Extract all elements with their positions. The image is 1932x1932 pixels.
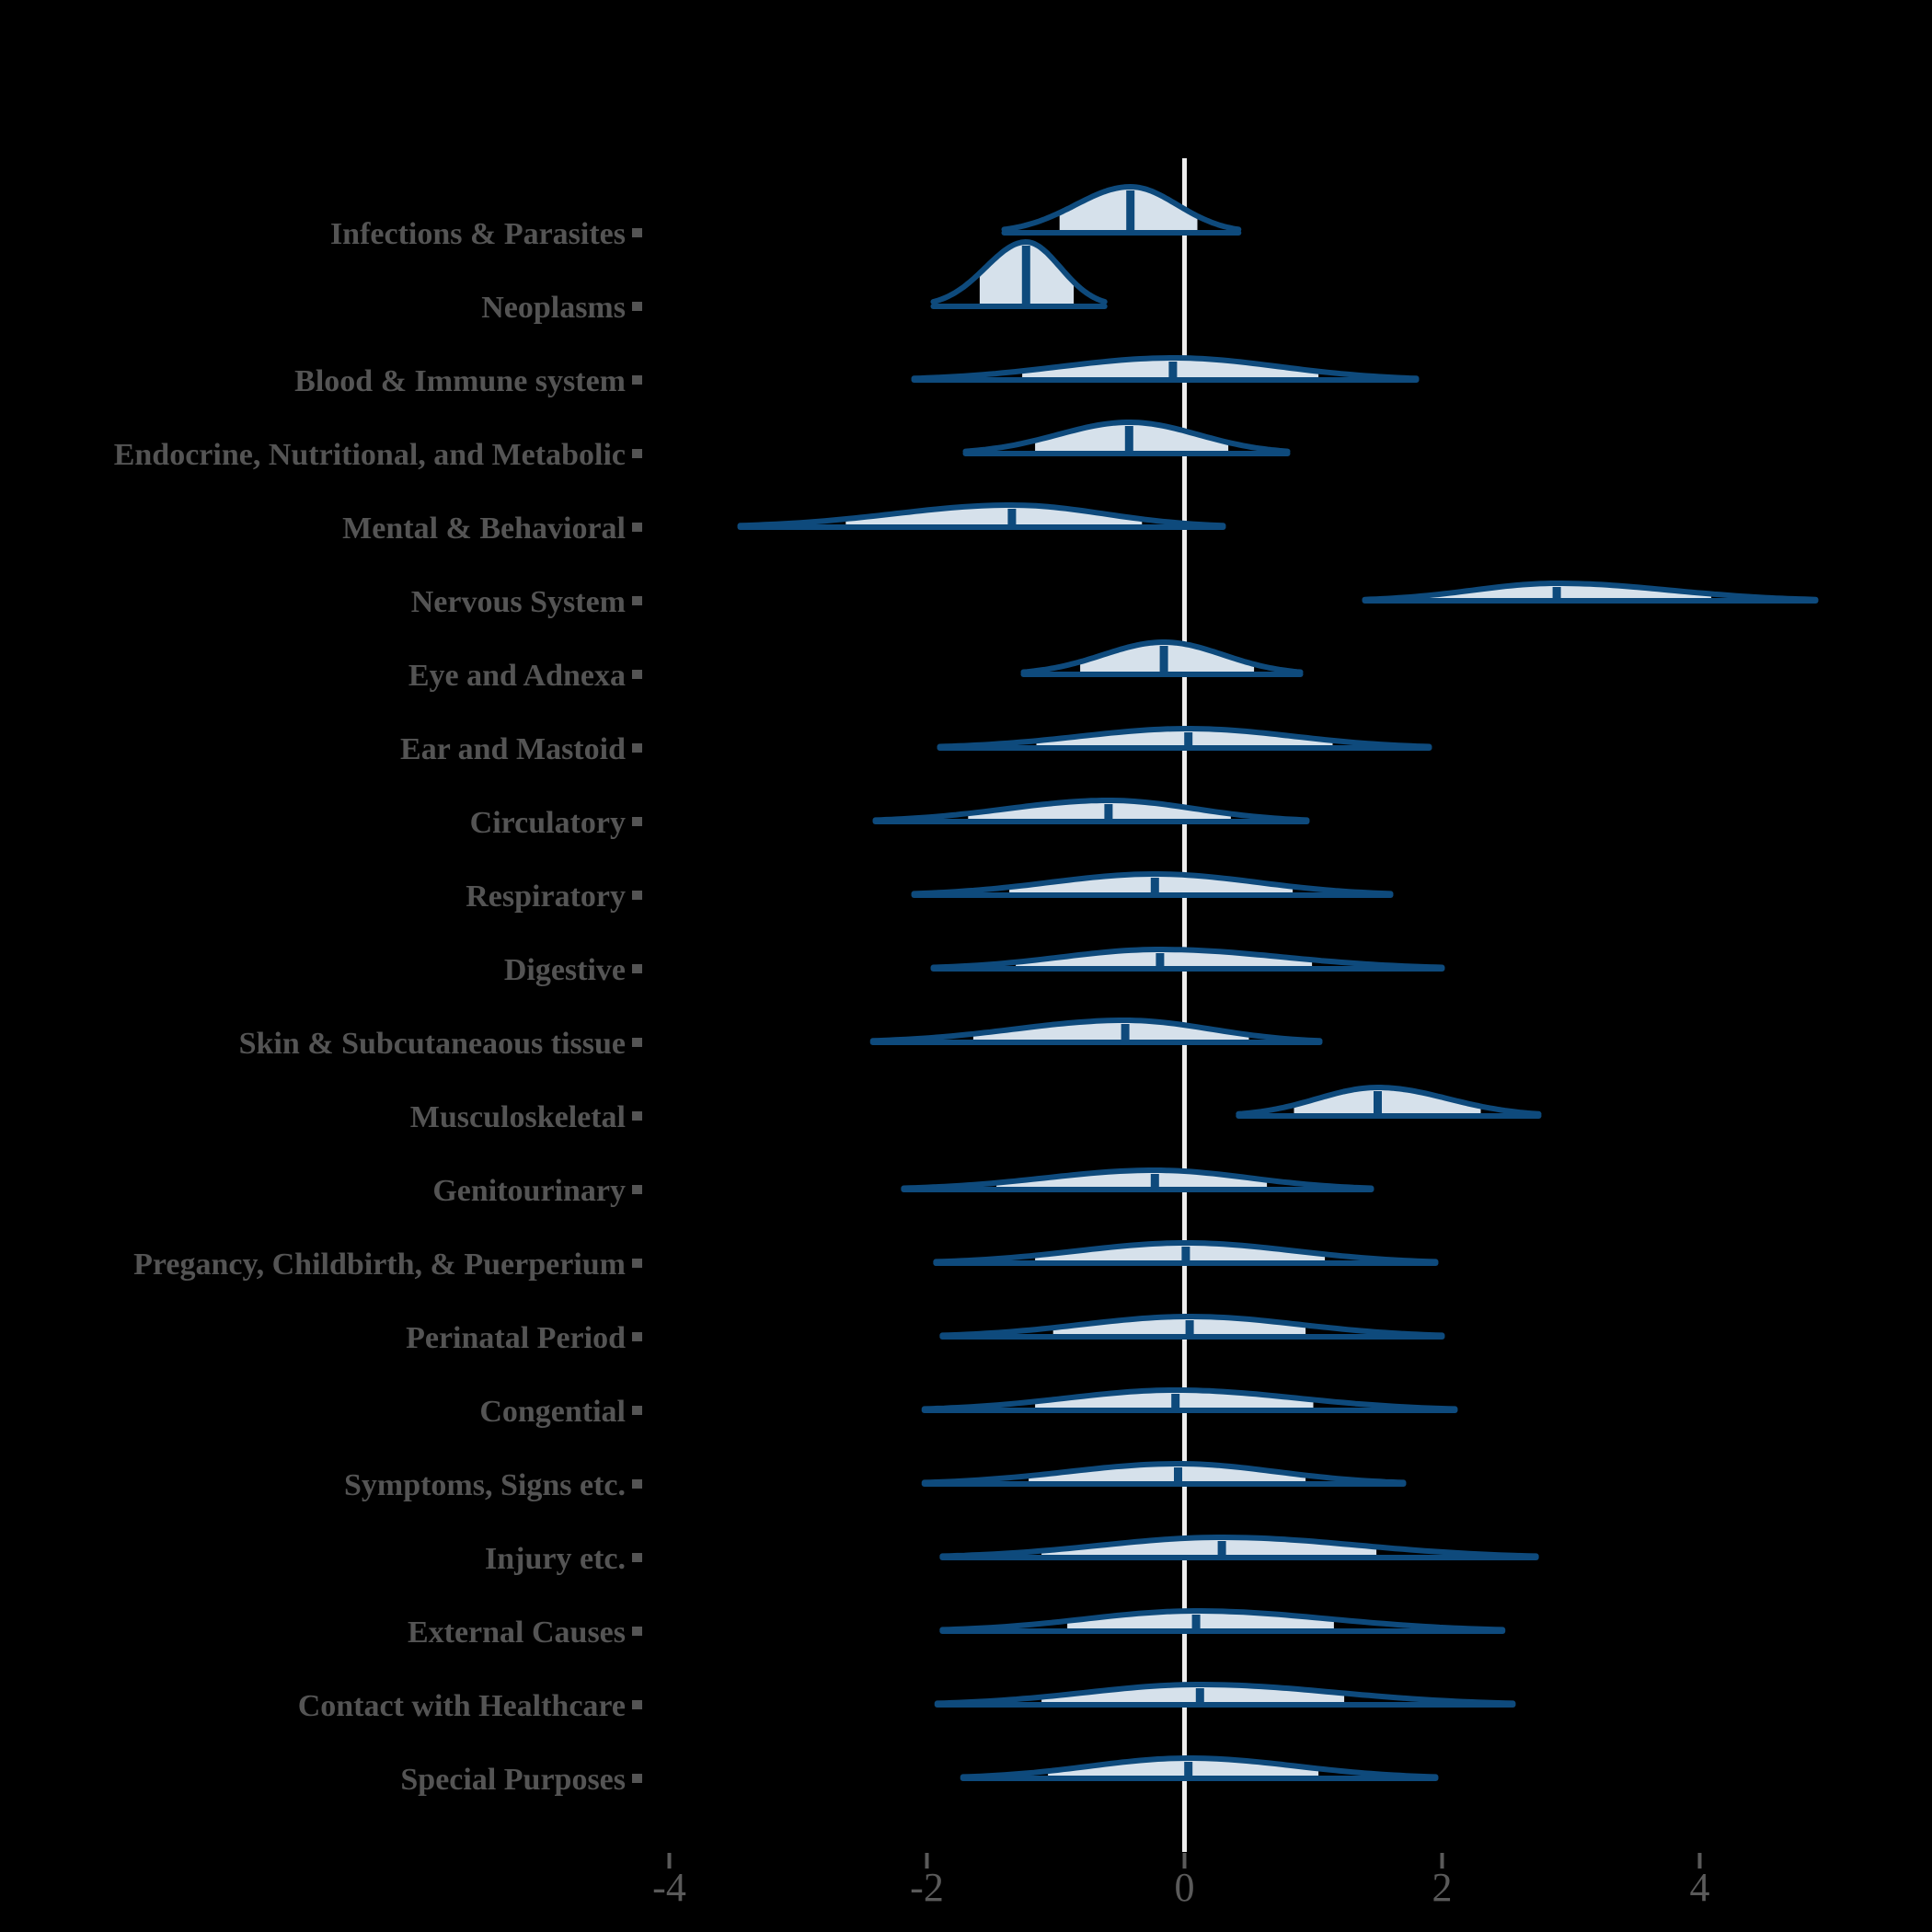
density-outline <box>930 947 1445 971</box>
zero-reference-line <box>1182 158 1187 1852</box>
x-axis-tick-label: 4 <box>1690 1865 1710 1910</box>
category-tick-square <box>632 1627 642 1636</box>
category-tick-square <box>632 1332 642 1341</box>
category-label: Ear and Mastoid <box>400 732 626 766</box>
category-label: Congential <box>479 1395 626 1429</box>
violin-row: Injury etc. <box>485 1535 1539 1576</box>
category-tick-square <box>632 1111 642 1121</box>
x-axis-tick-label: -2 <box>910 1865 944 1910</box>
violin-row: Digestive <box>504 947 1445 987</box>
density-outline <box>939 1608 1506 1633</box>
category-label: Contact with Healthcare <box>298 1689 626 1723</box>
density-outline <box>1020 639 1304 675</box>
category-tick-square <box>632 1406 642 1415</box>
category-label: Endocrine, Nutritional, and Metabolic <box>114 438 626 472</box>
violin-row: Skin & Subcutaneaous tissue <box>239 1018 1323 1061</box>
density-outline <box>872 798 1310 823</box>
violin-row: Eye and Adnexa <box>408 639 1304 693</box>
density-outline <box>921 1387 1458 1412</box>
category-tick-square <box>632 1774 642 1783</box>
category-tick-square <box>632 964 642 973</box>
category-label: Perinatal Period <box>406 1321 626 1355</box>
category-tick-square <box>632 1553 642 1562</box>
x-axis-tick-label: 2 <box>1432 1865 1453 1910</box>
category-label: External Causes <box>408 1616 626 1650</box>
category-label: Digestive <box>504 953 626 987</box>
density-outline <box>1236 1085 1542 1117</box>
category-tick-square <box>632 743 642 753</box>
violin-row: Ear and Mastoid <box>400 726 1432 766</box>
density-outline <box>921 1461 1407 1486</box>
category-tick-square <box>632 1700 642 1709</box>
category-label: Injury etc. <box>485 1542 626 1576</box>
density-outline <box>737 502 1226 529</box>
category-label: Musculoskeletal <box>410 1100 626 1134</box>
density-outline <box>933 1240 1439 1265</box>
density-outline <box>939 1535 1539 1559</box>
category-label: Respiratory <box>466 880 626 914</box>
violin-row: Respiratory <box>466 871 1394 914</box>
category-label: Symptoms, Signs etc. <box>344 1468 626 1502</box>
density-outline <box>869 1018 1323 1044</box>
category-tick-square <box>632 817 642 826</box>
category-label: Pregancy, Childbirth, & Puerperium <box>133 1248 626 1282</box>
category-label: Eye and Adnexa <box>408 659 626 693</box>
category-tick-square <box>632 228 642 237</box>
density-outline <box>930 239 1108 305</box>
density-outline <box>937 726 1432 750</box>
category-label: Neoplasms <box>481 291 626 325</box>
violin-row: Congential <box>479 1387 1458 1429</box>
density-outline <box>901 1167 1374 1191</box>
category-label: Blood & Immune system <box>294 364 626 398</box>
category-tick-square <box>632 1479 642 1489</box>
category-tick-square <box>632 596 642 605</box>
density-outline <box>1362 581 1819 603</box>
density-outline <box>939 1314 1445 1339</box>
x-axis-tick-label: -4 <box>652 1865 686 1910</box>
violin-row: Special Purposes <box>400 1755 1439 1797</box>
violin-row: Circulatory <box>470 798 1310 840</box>
violin-row: External Causes <box>408 1608 1506 1650</box>
category-tick-square <box>632 302 642 311</box>
category-tick-square <box>632 375 642 385</box>
category-label: Special Purposes <box>400 1763 626 1797</box>
violin-row: Perinatal Period <box>406 1314 1445 1355</box>
density-outline <box>934 1682 1516 1707</box>
category-label: Circulatory <box>470 806 626 840</box>
category-label: Infections & Parasites <box>330 217 626 251</box>
violin-row: Infections & Parasites <box>330 184 1242 251</box>
violin-row: Contact with Healthcare <box>298 1682 1516 1723</box>
category-tick-square <box>632 449 642 458</box>
violin-row: Neoplasms <box>481 239 1108 325</box>
category-tick-square <box>632 891 642 900</box>
category-tick-square <box>632 1185 642 1194</box>
category-tick-square <box>632 523 642 532</box>
violin-row: Genitourinary <box>432 1167 1374 1208</box>
category-label: Mental & Behavioral <box>342 512 626 546</box>
violin-row: Nervous System <box>411 581 1819 619</box>
category-label: Genitourinary <box>432 1174 626 1208</box>
violin-row: Symptoms, Signs etc. <box>344 1461 1407 1502</box>
density-outline <box>911 871 1394 897</box>
violin-row: Mental & Behavioral <box>342 502 1226 546</box>
category-label: Skin & Subcutaneaous tissue <box>239 1027 626 1061</box>
density-outline <box>962 420 1291 454</box>
category-tick-square <box>632 1038 642 1047</box>
density-outline <box>960 1755 1439 1780</box>
violin-row: Musculoskeletal <box>410 1085 1542 1134</box>
density-outline <box>1001 184 1242 233</box>
violin-row: Pregancy, Childbirth, & Puerperium <box>133 1240 1439 1282</box>
violin-row: Blood & Immune system <box>294 355 1420 398</box>
x-axis-tick-label: 0 <box>1175 1865 1195 1910</box>
violin-row: Endocrine, Nutritional, and Metabolic <box>114 420 1291 472</box>
category-tick-square <box>632 670 642 679</box>
density-outline <box>911 355 1420 382</box>
category-tick-square <box>632 1259 642 1268</box>
category-label: Nervous System <box>411 585 626 619</box>
